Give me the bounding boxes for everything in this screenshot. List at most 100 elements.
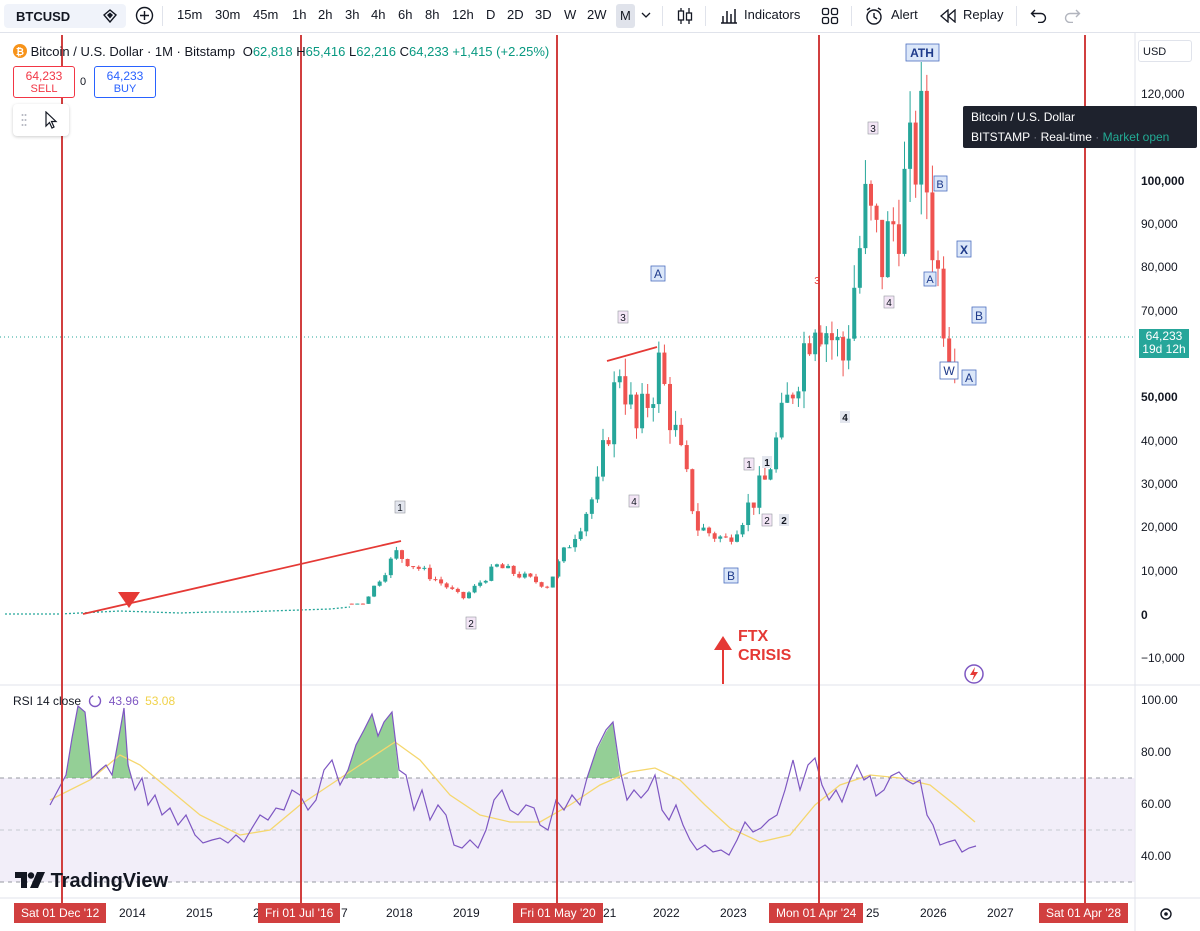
buy-button[interactable]: 64,233 BUY: [94, 66, 156, 98]
rsi-tick: 80.00: [1141, 745, 1171, 759]
separator: [851, 6, 852, 26]
price-tick: 10,000: [1141, 564, 1178, 578]
candle-body: [472, 585, 477, 593]
rsi-tick: 40.00: [1141, 849, 1171, 863]
interval-3h[interactable]: 3h: [345, 7, 360, 22]
interval-2d[interactable]: 2D: [507, 7, 524, 22]
ftx-line2: CRISIS: [738, 647, 792, 664]
svg-text:₿: ₿: [16, 46, 24, 58]
candle-body: [489, 566, 494, 581]
wave-label: B: [936, 179, 943, 191]
interval-d[interactable]: D: [486, 7, 496, 22]
rsi-line: [49, 704, 977, 856]
rsi-tick: 60.00: [1141, 797, 1171, 811]
symbol-search[interactable]: BTCUSD: [4, 4, 126, 28]
interval-12h[interactable]: 12h: [452, 7, 474, 22]
candle-body: [768, 469, 773, 480]
replay-icon[interactable]: [939, 9, 957, 23]
add-symbol-icon[interactable]: [135, 6, 154, 25]
chart-legend: ₿ Bitcoin / U.S. Dollar · 1M · Bitstamp …: [13, 44, 549, 59]
interval-4h[interactable]: 4h: [371, 7, 386, 22]
buy-label: BUY: [113, 83, 137, 95]
candle-body: [623, 376, 628, 405]
drag-handle-icon[interactable]: [21, 113, 27, 127]
chart-canvas[interactable]: 120,000 100,000 90,000 80,000 70,000 50,…: [0, 33, 1200, 931]
interval-30m[interactable]: 30m: [215, 7, 241, 22]
time-tick: 21: [603, 906, 617, 920]
time-tick: 2027: [987, 906, 1014, 920]
wave-label: 1: [397, 503, 403, 514]
alert-clock-icon[interactable]: [864, 6, 884, 26]
candle-body: [774, 437, 779, 470]
candle-body: [852, 287, 857, 339]
candle-body: [377, 581, 382, 586]
currency-select[interactable]: USD: [1138, 40, 1192, 62]
candle-body: [690, 469, 695, 512]
candle-body: [405, 558, 410, 567]
interval-45m[interactable]: 45m: [253, 7, 279, 22]
time-tick: 2: [253, 906, 260, 920]
lightning-icon: [964, 664, 984, 684]
wave-label: 2: [781, 516, 787, 527]
rsi-overbought-fill: [66, 706, 92, 778]
rsi-label[interactable]: RSI 14 close: [13, 694, 82, 708]
candle-body: [790, 394, 795, 399]
symbol-name[interactable]: BTCUSD: [16, 9, 71, 24]
interval-8h[interactable]: 8h: [425, 7, 440, 22]
candle-body: [818, 332, 823, 345]
interval-w[interactable]: W: [564, 7, 577, 22]
cursor-arrow-icon[interactable]: [44, 111, 58, 129]
trendline: [82, 540, 402, 615]
sell-button[interactable]: 64,233 SELL: [13, 66, 75, 98]
compare-icon[interactable]: [102, 9, 118, 23]
price-tick: 120,000: [1141, 87, 1185, 101]
candle-body: [444, 583, 449, 588]
interval-2w[interactable]: 2W: [587, 7, 607, 22]
candle-body: [924, 90, 929, 193]
candle-body: [735, 534, 739, 542]
indicators-button[interactable]: Indicators: [744, 7, 801, 22]
interval-3d[interactable]: 3D: [535, 7, 552, 22]
interval-15m[interactable]: 15m: [177, 7, 203, 22]
candle-body: [729, 537, 734, 542]
redo-icon[interactable]: [1064, 8, 1081, 23]
candle-body: [863, 183, 868, 249]
sell-label: SELL: [30, 83, 58, 95]
undo-icon[interactable]: [1030, 8, 1047, 23]
alert-button[interactable]: Alert: [891, 7, 918, 22]
candle-body: [874, 205, 879, 220]
interval-1h[interactable]: 1h: [292, 7, 307, 22]
interval-6h[interactable]: 6h: [398, 7, 413, 22]
wave-label: 3: [870, 124, 876, 135]
candle-body: [712, 533, 717, 539]
candle-body: [718, 536, 723, 539]
legend-low: 62,216: [356, 44, 396, 59]
candle-body: [869, 183, 873, 206]
interval-2h[interactable]: 2h: [318, 7, 333, 22]
legend-title[interactable]: Bitcoin / U.S. Dollar · 1M · Bitstamp: [30, 44, 236, 59]
candle-body: [355, 603, 360, 605]
candle-body: [534, 576, 538, 583]
replay-button[interactable]: Replay: [963, 7, 1004, 22]
wave-label: 4: [886, 298, 892, 309]
indicators-icon[interactable]: [719, 6, 739, 26]
candle-body: [416, 566, 421, 569]
candles-icon[interactable]: [675, 6, 695, 26]
ftx-annotation: FTX CRISIS: [738, 627, 791, 665]
candle-body: [360, 603, 365, 605]
rsi-overbought-fill: [345, 712, 399, 778]
marker-date-tag: Mon 01 Apr '24: [769, 903, 864, 923]
marker-date-tag: Sat 01 Dec '12: [14, 903, 107, 923]
layout-grid-icon[interactable]: [821, 7, 839, 25]
price-tick: 100,000: [1141, 174, 1185, 188]
candle-body: [439, 579, 444, 584]
chevron-down-icon[interactable]: [641, 11, 651, 19]
interval-m[interactable]: M: [616, 4, 635, 28]
legend-open: 62,818: [252, 44, 293, 59]
candle-body: [684, 445, 689, 470]
tradingview-logo[interactable]: TradingView: [15, 870, 168, 893]
refresh-icon[interactable]: [88, 694, 102, 708]
candle-body: [422, 567, 427, 569]
candle-body: [829, 333, 834, 341]
rsi-value: 43.96: [108, 694, 139, 708]
